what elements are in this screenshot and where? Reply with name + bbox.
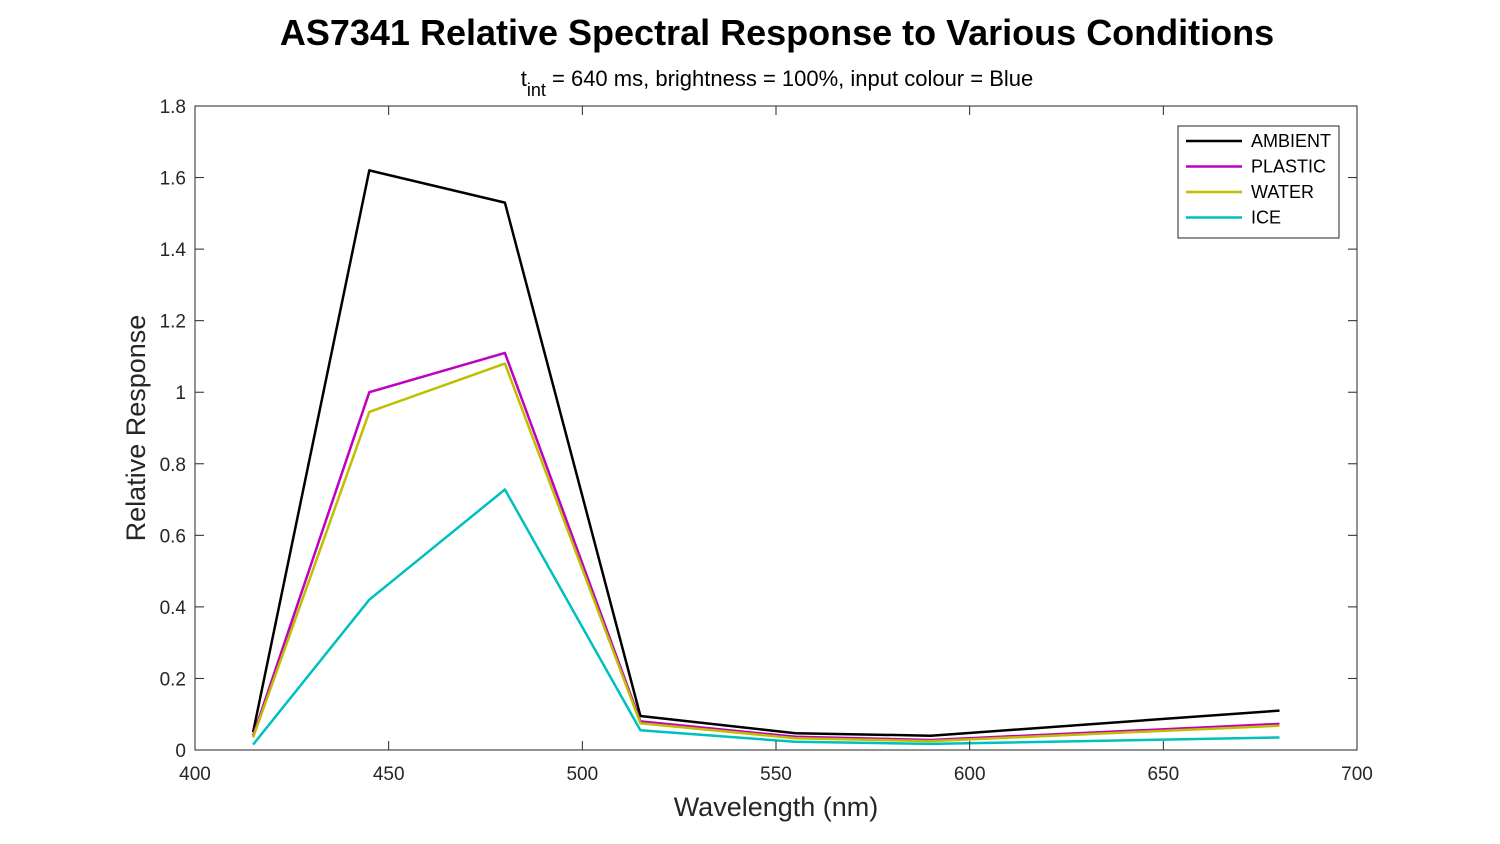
y-tick-label: 1.2 [160,312,186,333]
x-axis-label: Wavelength (nm) [674,792,879,822]
y-tick-label: 0.4 [160,598,187,619]
chart-subtitle: tint = 640 ms, brightness = 100%, input … [521,66,1034,100]
legend-label-ice: ICE [1251,208,1281,228]
axes-layer: 400 450 500 550 600 650 700 0 0.2 0.4 0.6 0.8 1 1.2 1.… [160,97,1373,785]
series-line-water [251,362,1280,743]
series-layer [251,169,1280,746]
x-tick-label: 650 [1147,764,1179,785]
legend-box [1177,125,1340,239]
y-tick-label: 1 [175,383,186,404]
x-tick-label: 600 [954,764,986,785]
y-tick-label: 1.4 [160,240,187,261]
x-tick-label: 550 [760,764,792,785]
subtitle-base: t [521,66,527,91]
y-tick-label: 0.8 [160,455,186,476]
y-tick-label: 0 [175,741,186,762]
chart-title: AS7341 Relative Spectral Response to Var… [280,12,1274,53]
series-line-ice [252,488,1280,746]
legend-label-water: WATER [1251,182,1314,202]
y-axis-label: Relative Response [121,315,151,542]
x-tick-label: 500 [566,764,598,785]
legend-label-ambient: AMBIENT [1251,131,1331,151]
x-tick-label: 400 [179,764,211,785]
plot-area [195,106,1357,750]
series-line-ambient [251,169,1280,737]
y-tick-label: 0.2 [160,669,186,690]
y-tick-label: 0.6 [160,526,186,547]
y-tick-label: 1.6 [160,169,186,190]
y-tick-label: 1.8 [160,97,186,118]
subtitle-rest: = 640 ms, brightness = 100%, input colou… [546,66,1033,91]
subtitle-subscript: int [527,80,546,100]
legend-label-plastic: PLASTIC [1251,157,1326,177]
x-tick-label: 700 [1341,764,1373,785]
legend: AMBIENT PLASTIC WATER ICE [1177,125,1340,239]
x-tick-label: 450 [373,764,405,785]
